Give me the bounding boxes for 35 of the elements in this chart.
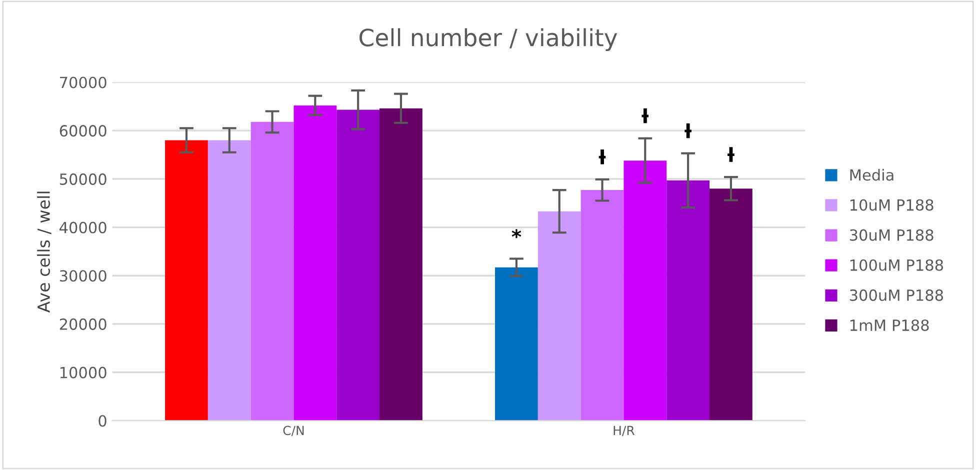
data-label: ƚ [598,149,606,164]
bar [538,211,581,421]
legend-label: 1mM P188 [850,319,929,332]
x-tick-label: C/N [283,426,304,436]
data-label: ƚ [642,108,649,124]
y-tick-label: 10000 [60,366,106,378]
bar [666,180,710,421]
y-tick-label: 0 [98,415,106,427]
data-label: ƚ [684,123,692,138]
y-tick-label: 50000 [60,173,106,185]
y-tick-label: 60000 [60,125,106,137]
y-tick-label: 70000 [60,76,106,88]
bar [380,108,422,421]
data-label: * [512,229,522,238]
y-tick-label: 40000 [60,222,106,234]
bar [495,267,538,421]
legend-label: 100uM P188 [850,259,944,271]
bar [624,160,667,421]
bar [294,105,337,421]
bar [710,188,752,421]
y-axis-title: Ave cells / well [37,192,52,313]
x-tick-label: H/R [614,426,634,436]
bar [580,190,624,421]
bar [165,140,208,421]
legend-label: 30uM P188 [850,229,934,241]
y-tick-label: 30000 [60,270,106,282]
bar [208,140,251,421]
legend-label: 10uM P188 [850,199,934,211]
data-label: ƚ [728,147,734,162]
legend-label: 300uM P188 [850,289,944,301]
legend-label: Media [850,168,894,181]
bar [250,122,294,421]
bar [336,110,380,421]
chart-title: Cell number / viability [360,28,618,52]
y-tick-label: 20000 [60,318,106,330]
